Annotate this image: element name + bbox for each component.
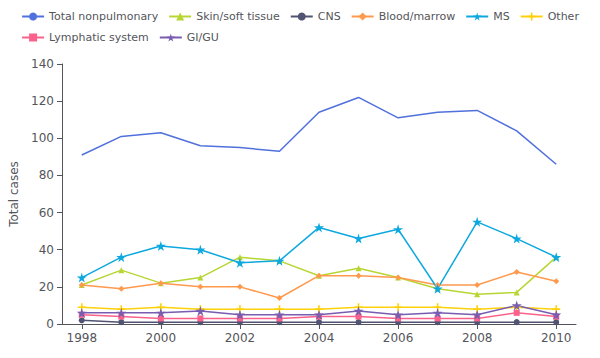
svg-text:2008: 2008 (462, 331, 493, 345)
svg-text:120: 120 (31, 94, 54, 108)
svg-text:1998: 1998 (66, 331, 97, 345)
svg-text:CNS: CNS (318, 10, 341, 23)
svg-text:40: 40 (39, 243, 54, 257)
svg-text:60: 60 (39, 206, 54, 220)
svg-text:0: 0 (46, 317, 54, 331)
svg-text:Blood/marrow: Blood/marrow (379, 10, 456, 23)
svg-text:20: 20 (39, 280, 54, 294)
svg-text:Total nonpulmonary: Total nonpulmonary (48, 10, 159, 23)
svg-text:2004: 2004 (304, 331, 335, 345)
svg-text:100: 100 (31, 131, 54, 145)
svg-text:2002: 2002 (225, 331, 256, 345)
svg-text:2000: 2000 (146, 331, 177, 345)
svg-text:GI/GU: GI/GU (187, 31, 219, 44)
svg-text:2010: 2010 (541, 331, 572, 345)
svg-text:Total cases: Total cases (7, 161, 21, 228)
svg-text:Other: Other (548, 10, 580, 23)
svg-text:Lymphatic system: Lymphatic system (49, 31, 149, 44)
svg-text:Skin/soft tissue: Skin/soft tissue (196, 10, 280, 23)
svg-text:80: 80 (39, 168, 54, 182)
svg-text:140: 140 (31, 57, 54, 71)
svg-text:2006: 2006 (383, 331, 414, 345)
svg-text:MS: MS (493, 10, 509, 23)
